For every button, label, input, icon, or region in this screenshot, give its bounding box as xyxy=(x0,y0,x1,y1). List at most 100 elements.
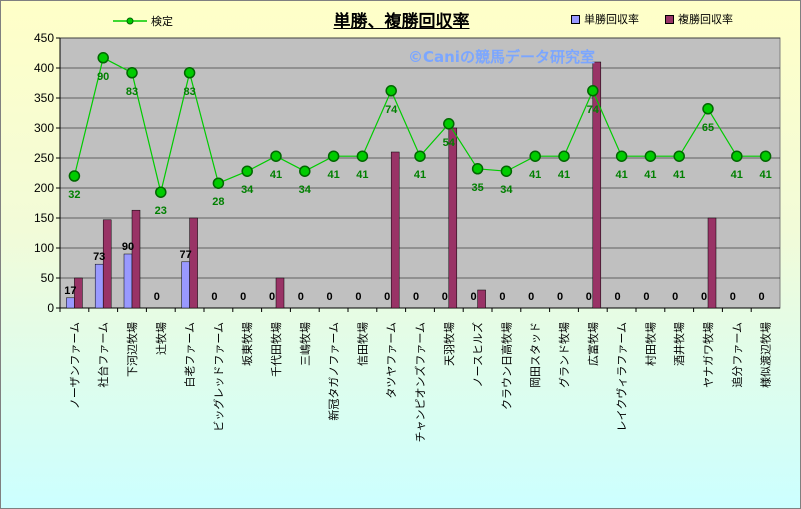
line-data-label: 41 xyxy=(673,169,685,181)
bar-place xyxy=(275,277,285,309)
y-tick-label: 100 xyxy=(34,241,54,255)
bar-data-label: 0 xyxy=(240,291,246,303)
line-data-label: 83 xyxy=(183,86,195,98)
x-category-label: 新冠タガノファーム xyxy=(327,322,341,421)
watermark: ©Caniの競馬データ研究室 xyxy=(408,48,595,66)
line-data-label: 34 xyxy=(500,184,513,196)
line-data-label: 41 xyxy=(644,169,656,181)
line-point xyxy=(212,177,225,189)
line-data-label: 65 xyxy=(702,122,714,134)
line-point xyxy=(587,85,599,97)
y-tick-label: 50 xyxy=(41,271,55,285)
bar-data-label: 0 xyxy=(672,291,678,303)
bar-data-label: 77 xyxy=(179,249,191,261)
bar-place xyxy=(189,217,198,309)
x-category-label: 酒井牧場 xyxy=(672,322,686,366)
bar-data-label: 0 xyxy=(327,291,333,303)
bar-data-label: 0 xyxy=(355,291,361,303)
line-data-label: 74 xyxy=(385,104,398,116)
legend-line-icon xyxy=(113,17,147,25)
bar-data-label: 17 xyxy=(64,285,76,297)
line-data-label: 32 xyxy=(68,189,80,201)
legend-win-label: 単勝回収率 xyxy=(584,13,639,26)
bar-data-label: 0 xyxy=(384,291,390,303)
x-category-label: クラウン日高牧場 xyxy=(499,322,513,410)
bar-place xyxy=(390,151,400,309)
bar-data-label: 0 xyxy=(730,291,736,303)
y-tick-label: 0 xyxy=(47,301,54,315)
x-category-label: ノーザンファーム xyxy=(68,322,81,409)
x-category-label: タツヤファーム xyxy=(385,322,398,399)
legend-place: 複勝回収率 xyxy=(665,11,733,27)
line-point xyxy=(241,165,253,177)
bar-data-label: 0 xyxy=(154,291,160,303)
line-point xyxy=(558,150,570,162)
line-point xyxy=(443,118,455,130)
line-data-label: 41 xyxy=(759,169,771,181)
x-category-label: チャンピオンズファーム xyxy=(413,322,427,442)
line-point xyxy=(97,52,109,64)
bar-data-label: 0 xyxy=(643,291,649,303)
bar-data-label: 0 xyxy=(759,291,765,303)
line-point xyxy=(615,150,628,162)
x-category-label: ヤナガワ牧場 xyxy=(701,322,715,388)
line-data-label: 54 xyxy=(443,137,456,149)
line-data-label: 41 xyxy=(270,169,282,181)
line-point xyxy=(385,85,397,97)
line-point xyxy=(529,150,541,162)
bar-data-label: 0 xyxy=(557,291,563,303)
bar-place xyxy=(131,209,141,309)
x-category-label: 信田牧場 xyxy=(355,322,369,366)
bar-win xyxy=(181,261,190,309)
x-category-label: 社台ファーム xyxy=(96,322,110,388)
plot-area xyxy=(59,37,781,309)
bar-data-label: 0 xyxy=(528,291,534,303)
legend-line-label: 検定 xyxy=(151,15,173,28)
line-point xyxy=(731,150,743,162)
line-data-label: 41 xyxy=(529,169,541,181)
chart-title: 単勝、複勝回収率 xyxy=(333,12,470,32)
bar-place xyxy=(448,127,458,309)
bar-place xyxy=(477,289,486,309)
bar-data-label: 0 xyxy=(269,291,275,303)
line-data-label: 41 xyxy=(327,169,339,181)
x-category-label: 辻牧場 xyxy=(154,322,168,355)
bar-place xyxy=(74,277,83,309)
line-data-label: 74 xyxy=(587,104,600,116)
line-data-label: 41 xyxy=(558,169,570,181)
legend-place-swatch xyxy=(665,14,674,24)
line-data-label: 34 xyxy=(241,184,254,196)
bar-data-label: 0 xyxy=(471,291,477,303)
legend-line: 検定 xyxy=(113,13,173,29)
line-data-label: 34 xyxy=(299,184,312,196)
bar-data-label: 0 xyxy=(586,291,592,303)
bar-data-label: 73 xyxy=(93,251,105,263)
x-category-label: 白老ファーム xyxy=(183,322,197,388)
line-data-label: 41 xyxy=(615,169,627,181)
bar-data-label: 0 xyxy=(442,291,448,303)
bar-data-label: 0 xyxy=(499,291,505,303)
line-point xyxy=(126,67,138,79)
line-point xyxy=(702,103,714,115)
bar-data-label: 0 xyxy=(211,291,217,303)
bar-data-label: 0 xyxy=(413,291,419,303)
line-data-label: 41 xyxy=(414,169,426,181)
y-tick-label: 150 xyxy=(34,211,54,225)
bar-data-label: 0 xyxy=(298,291,304,303)
bar-win xyxy=(66,297,75,309)
line-point xyxy=(68,170,81,182)
x-category-label: グランド牧場 xyxy=(557,322,571,388)
x-category-label: 千代田牧場 xyxy=(269,322,283,377)
line-point xyxy=(270,150,282,162)
bar-win xyxy=(94,263,104,309)
bar-data-label: 0 xyxy=(701,291,707,303)
y-tick-label: 300 xyxy=(34,121,54,135)
line-point xyxy=(327,150,340,162)
x-category-label: 様似渡辺牧場 xyxy=(759,322,773,388)
x-category-label: 岡田スタッド xyxy=(529,322,542,388)
line-point xyxy=(500,165,513,177)
x-category-label: 村田牧場 xyxy=(643,322,657,366)
line-point xyxy=(183,67,196,79)
x-category-label: 三嶋牧場 xyxy=(298,322,312,366)
